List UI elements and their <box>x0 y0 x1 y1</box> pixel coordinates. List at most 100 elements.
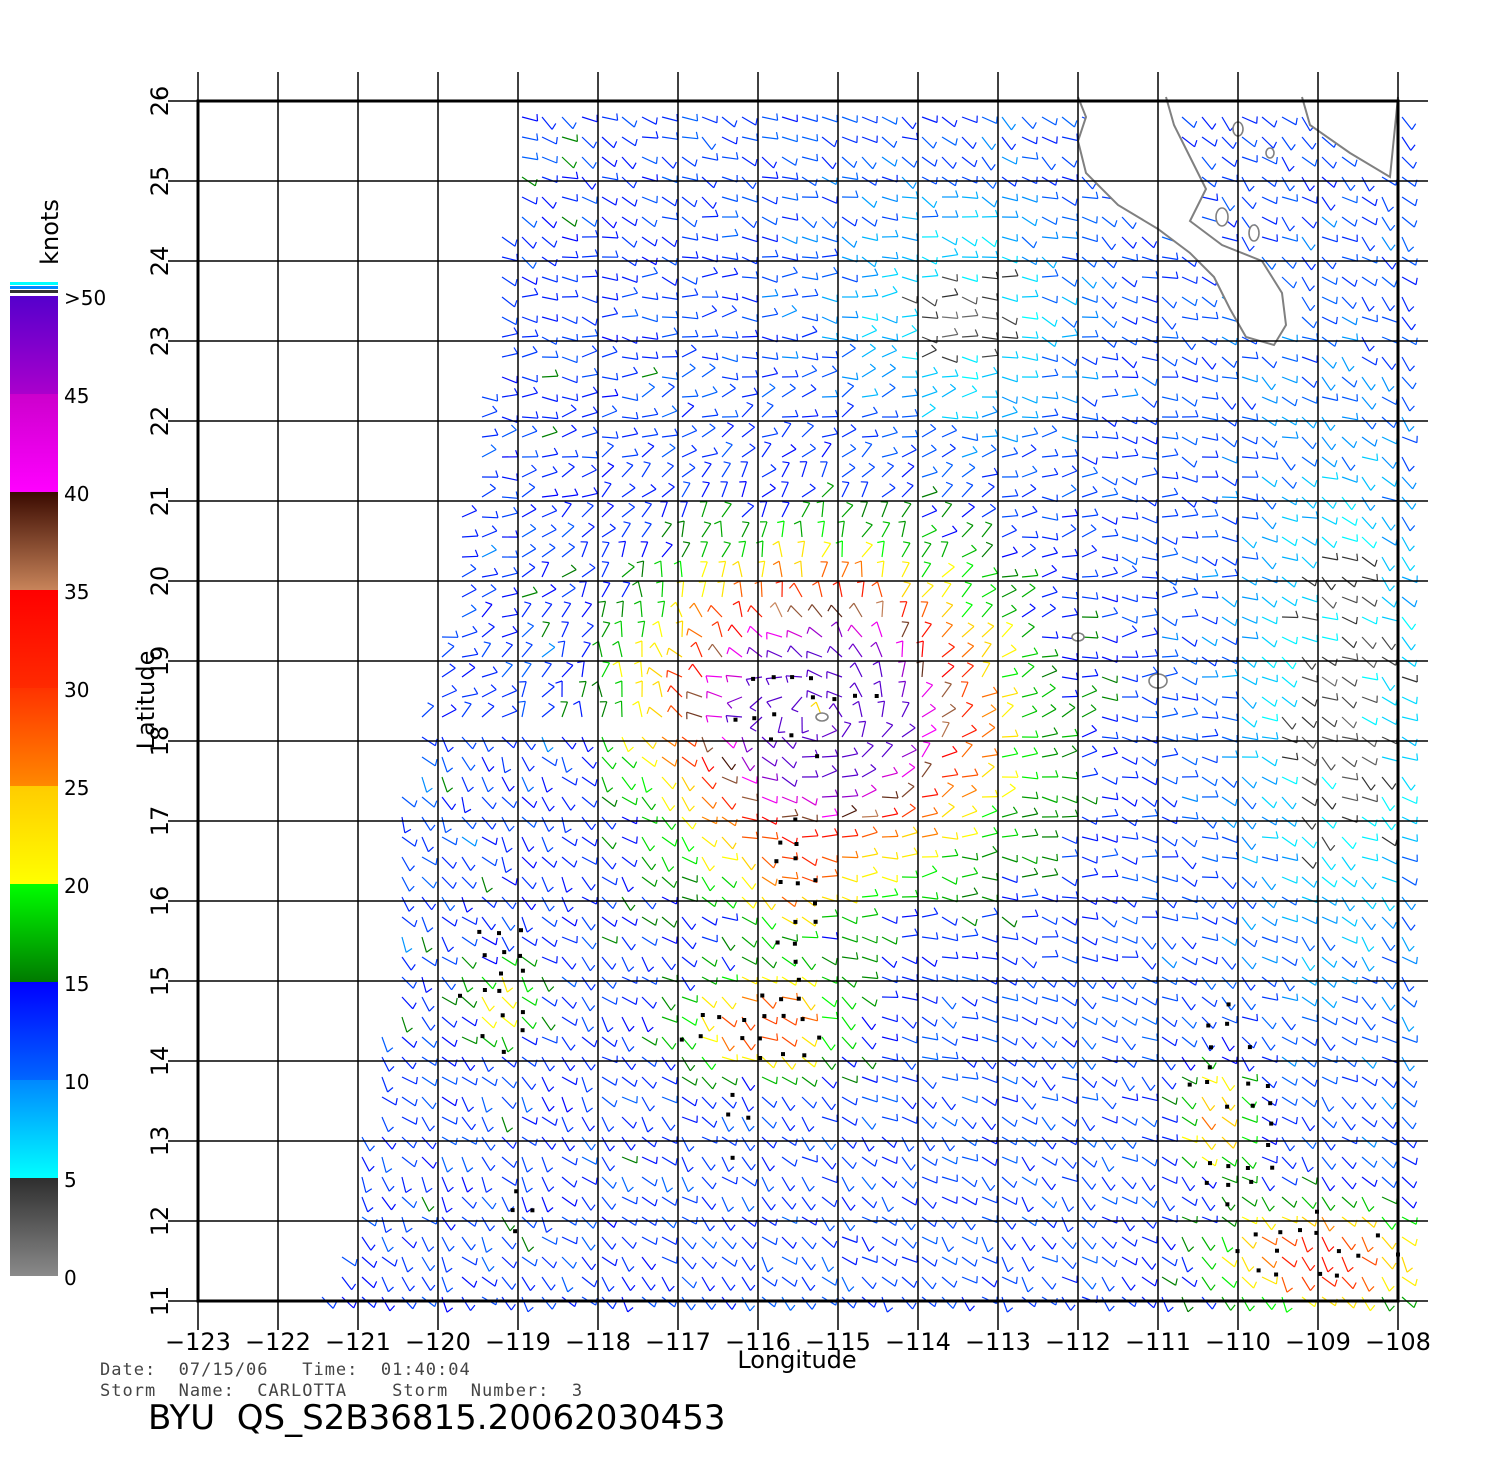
wind-barb <box>872 660 880 666</box>
wind-barb <box>1093 1160 1098 1168</box>
wind-vector <box>601 1276 610 1292</box>
wind-vector <box>861 936 878 944</box>
wind-barb <box>1095 938 1098 946</box>
wind-barb <box>554 1118 558 1126</box>
wind-barb <box>491 525 498 532</box>
wind-barb <box>468 1106 475 1113</box>
wind-barb <box>816 352 819 360</box>
wind-vector <box>701 1036 718 1043</box>
wind-vector <box>501 1076 515 1089</box>
wind-vector <box>781 448 797 458</box>
wind-vector <box>821 1136 833 1151</box>
wind-vector <box>640 601 643 618</box>
wind-barb <box>676 936 678 944</box>
wind-barb <box>1076 936 1078 944</box>
wind-barb <box>1335 517 1338 525</box>
wind-vector <box>858 701 863 718</box>
wind-vector <box>1261 956 1278 964</box>
wind-barb <box>1233 820 1238 828</box>
wind-barb <box>895 410 899 418</box>
wind-barb <box>488 1265 495 1272</box>
wind-vector <box>1381 1296 1391 1312</box>
wind-vector <box>861 894 878 898</box>
wind-vector <box>1241 676 1257 686</box>
wind-vector <box>741 356 758 360</box>
wind-vector <box>481 916 492 931</box>
wind-barb <box>1353 380 1358 388</box>
wind-barb <box>1253 781 1258 789</box>
wind-vector <box>581 505 594 518</box>
wind-vector <box>821 1096 833 1111</box>
wind-vector <box>701 453 718 458</box>
wind-barb <box>1112 1102 1117 1110</box>
wind-vector <box>801 1136 811 1152</box>
wind-vector <box>1321 976 1335 988</box>
wind-vector <box>1041 414 1058 418</box>
wind-vector <box>441 645 455 658</box>
wind-vector <box>641 1016 649 1033</box>
wind-barb <box>1192 1102 1197 1110</box>
wind-vector <box>901 702 910 718</box>
wind-vector <box>841 1176 850 1192</box>
wind-barb <box>490 1164 496 1171</box>
wind-vector <box>1241 556 1258 560</box>
wind-vector <box>1141 876 1158 884</box>
wind-vector <box>1181 713 1198 718</box>
wind-vector <box>1121 454 1138 458</box>
wind-vector <box>1221 1016 1238 1024</box>
wind-barb <box>490 1144 496 1151</box>
wind-vector <box>1221 916 1237 925</box>
wind-barb <box>1373 1160 1378 1168</box>
wind-barb <box>513 1261 518 1269</box>
wind-vector <box>661 1016 678 1023</box>
wind-vector <box>657 621 663 638</box>
wind-vector <box>1161 553 1178 558</box>
wind-vector <box>1061 1236 1074 1250</box>
wind-barb <box>964 581 972 585</box>
wind-barb <box>634 448 639 456</box>
wind-vector <box>581 756 594 769</box>
wind-vector <box>361 1156 370 1172</box>
wind-vector <box>961 645 975 658</box>
wind-barb <box>649 642 656 649</box>
wind-vector <box>521 681 527 698</box>
wind-barb <box>793 761 798 769</box>
wind-barb <box>749 765 756 772</box>
wind-vector <box>681 976 691 991</box>
wind-vector <box>381 1236 389 1252</box>
wind-vector <box>838 581 843 598</box>
wind-barb <box>910 1223 916 1231</box>
wind-vector <box>661 956 673 971</box>
wind-vector <box>701 1136 718 1144</box>
wind-vector <box>481 1096 488 1113</box>
wind-vector <box>721 796 733 810</box>
wind-vector <box>1001 1296 1008 1313</box>
wind-vector <box>521 1216 535 1229</box>
wind-vector <box>381 1196 392 1211</box>
wind-barb <box>526 1107 533 1113</box>
wind-vector <box>961 774 978 778</box>
wind-barb <box>1391 1223 1397 1230</box>
wind-vector <box>601 1096 615 1108</box>
wind-barb <box>552 426 558 433</box>
wind-vector <box>1401 556 1411 572</box>
wind-vector <box>581 1236 592 1251</box>
wind-vector <box>1301 916 1317 925</box>
wind-vector <box>1381 976 1393 990</box>
wind-barb <box>974 1259 978 1267</box>
wind-vector <box>641 561 645 578</box>
wind-barb <box>753 387 759 395</box>
wind-barb <box>1175 537 1178 545</box>
wind-barb <box>1410 924 1416 931</box>
wind-vector <box>581 456 599 459</box>
wind-vector <box>1341 456 1352 471</box>
wind-barb <box>910 444 917 451</box>
wind-barb <box>933 807 939 814</box>
wind-vector <box>441 896 451 912</box>
wind-vector <box>1221 936 1236 947</box>
wind-vector <box>1081 436 1099 439</box>
wind-barb <box>855 1118 858 1126</box>
wind-vector <box>401 1016 408 1033</box>
wind-barb <box>990 444 997 451</box>
wind-barb <box>898 520 906 523</box>
